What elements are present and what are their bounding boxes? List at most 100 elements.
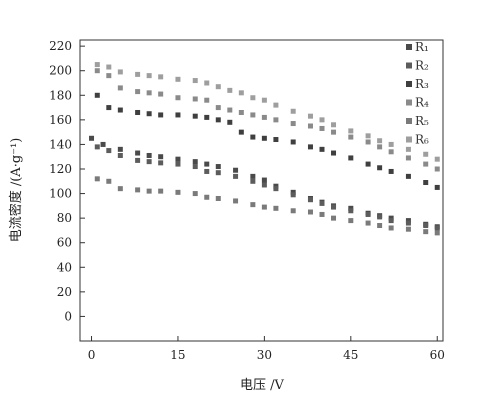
data-point [175,76,181,82]
data-point [94,62,100,68]
data-point [273,137,279,143]
data-point [250,173,256,179]
y-tick-label: 0 [64,309,72,323]
data-point [94,176,100,182]
x-tick-label: 0 [88,348,96,362]
data-point [192,96,198,102]
legend-label: R₁ [415,40,429,54]
data-point [307,209,313,215]
data-point [261,182,267,188]
data-point [261,114,267,120]
data-point [365,133,371,139]
y-tick-label: 20 [57,285,72,299]
data-point [290,192,296,198]
data-point [348,218,354,224]
y-tick-label: 160 [49,113,72,127]
legend-marker [406,44,412,50]
data-point [388,168,394,174]
data-point [261,97,267,103]
data-point [273,102,279,108]
data-point [135,71,141,77]
legend-label: R₄ [415,96,429,110]
data-point [250,202,256,208]
data-point [238,129,244,135]
data-point [250,95,256,101]
data-point [377,138,383,144]
data-point [423,151,429,157]
series-4 [94,68,440,172]
x-axis: 0 15 30 45 60 [88,336,445,362]
data-point [261,204,267,210]
data-point [388,149,394,155]
data-point [192,159,198,165]
data-point [434,225,440,231]
data-point [423,180,429,186]
data-point [146,159,152,165]
data-point [365,139,371,145]
data-point [377,144,383,150]
y-tick-label: 80 [57,211,72,225]
data-point [117,107,123,113]
y-tick-label: 200 [49,64,72,78]
data-point [175,161,181,167]
data-point [227,119,233,125]
data-point [319,125,325,131]
data-point [146,73,152,79]
data-point [204,114,210,120]
data-point [215,164,221,170]
data-point [204,161,210,167]
data-point [135,187,141,193]
data-point [290,208,296,214]
data-point [192,113,198,119]
x-tick-label: 15 [170,348,185,362]
data-point [423,229,429,235]
data-point [273,117,279,123]
data-point [204,80,210,86]
data-point [261,177,267,183]
data-point [175,189,181,195]
data-point [158,154,164,160]
data-point [204,168,210,174]
data-point [215,117,221,123]
data-point [348,155,354,161]
data-point [146,188,152,194]
data-point [135,109,141,115]
data-point [434,156,440,162]
data-point [117,152,123,158]
series-3 [94,92,440,190]
legend-marker [406,62,412,69]
data-point [307,197,313,203]
data-point [106,73,112,79]
data-point [377,223,383,229]
data-point [290,139,296,145]
data-point [290,108,296,114]
data-point [146,111,152,117]
data-point [365,220,371,226]
legend-marker [406,81,412,87]
data-point [250,112,256,118]
data-point [175,95,181,101]
x-tick-label: 60 [430,348,445,362]
series-6 [94,62,440,162]
data-point [377,165,383,171]
data-point [377,214,383,220]
data-point [348,128,354,134]
data-point [94,144,100,150]
y-axis: 0 20 40 60 80 100 120 140 160 180 200 220 [49,39,85,323]
legend-marker [406,136,412,143]
data-point [117,186,123,192]
y-tick-label: 40 [57,260,72,274]
y-tick-label: 100 [49,187,72,201]
data-point [106,148,112,154]
data-point [106,64,112,70]
data-point [215,195,221,201]
data-point [106,178,112,184]
data-point [100,141,106,147]
data-point [215,84,221,90]
data-point [331,150,337,156]
data-point [319,117,325,123]
y-tick-label: 220 [49,39,72,53]
data-point [434,166,440,172]
data-point [388,218,394,224]
